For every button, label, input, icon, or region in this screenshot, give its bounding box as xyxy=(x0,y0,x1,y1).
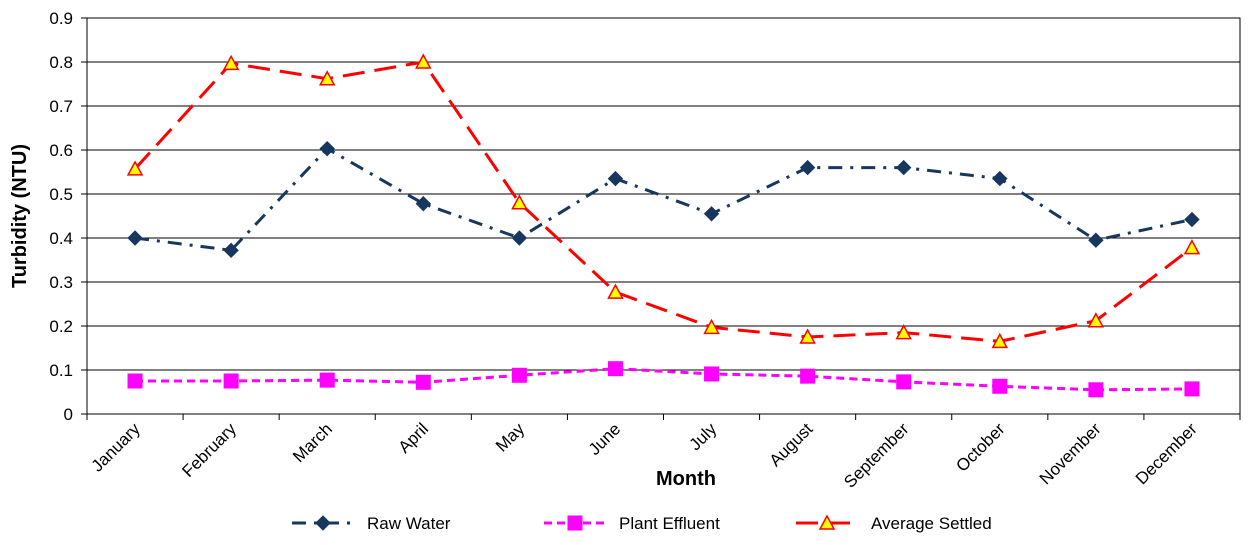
y-tick-label: 0.7 xyxy=(49,97,73,116)
legend-label: Plant Effluent xyxy=(619,514,720,533)
x-tick-label: October xyxy=(952,419,1008,475)
x-tick-label: May xyxy=(492,419,528,455)
y-tick-label: 0.5 xyxy=(49,185,73,204)
x-tick-label: February xyxy=(178,419,240,481)
marker xyxy=(896,374,912,390)
marker xyxy=(992,378,1008,394)
legend-label: Average Settled xyxy=(871,514,992,533)
marker xyxy=(703,206,720,222)
marker xyxy=(127,230,143,246)
marker xyxy=(415,53,432,69)
marker xyxy=(799,159,816,176)
marker xyxy=(1184,211,1200,228)
series-line xyxy=(134,146,1193,252)
marker xyxy=(511,230,528,246)
marker xyxy=(415,374,431,390)
marker xyxy=(818,514,836,530)
marker xyxy=(704,366,720,382)
marker xyxy=(799,328,816,344)
x-tick-label: August xyxy=(766,419,817,470)
marker xyxy=(567,515,583,531)
x-tick-label: December xyxy=(1132,419,1201,488)
marker xyxy=(511,194,528,210)
marker xyxy=(895,324,912,340)
x-tick-label: June xyxy=(585,419,625,459)
marker xyxy=(319,372,335,388)
x-tick-label: July xyxy=(686,419,721,454)
marker xyxy=(415,195,431,212)
marker xyxy=(318,70,336,86)
y-tick-label: 0.9 xyxy=(49,9,73,28)
marker xyxy=(319,140,335,157)
series-line xyxy=(133,60,1193,343)
marker xyxy=(511,367,527,383)
marker xyxy=(607,283,624,299)
marker xyxy=(126,160,144,176)
y-axis-title: Turbidity (NTU) xyxy=(9,144,31,288)
marker xyxy=(607,170,624,187)
y-tick-label: 0.4 xyxy=(49,229,73,248)
marker xyxy=(223,242,239,259)
x-tick-label: March xyxy=(289,419,336,466)
marker xyxy=(1184,381,1200,397)
y-tick-label: 0.2 xyxy=(49,317,73,336)
x-axis-title: Month xyxy=(656,468,716,490)
x-tick-label: September xyxy=(840,419,912,491)
x-tick-label: April xyxy=(395,419,432,456)
y-tick-label: 0.3 xyxy=(49,273,73,292)
y-tick-label: 0.1 xyxy=(49,361,73,380)
marker xyxy=(127,373,143,389)
marker xyxy=(896,159,912,176)
marker xyxy=(992,170,1008,187)
y-tick-label: 0.6 xyxy=(49,141,73,160)
series-line xyxy=(135,367,1192,392)
plot-border xyxy=(86,17,1241,415)
series xyxy=(126,53,1201,349)
y-tick-label: 0.8 xyxy=(49,53,73,72)
marker xyxy=(1088,232,1104,248)
marker xyxy=(607,361,623,377)
x-tick-label: November xyxy=(1036,419,1105,488)
series xyxy=(127,140,1200,259)
marker xyxy=(223,373,239,389)
x-tick-label: January xyxy=(88,419,145,476)
marker xyxy=(1183,239,1201,255)
marker xyxy=(1087,312,1105,328)
marker xyxy=(315,515,331,531)
marker xyxy=(800,368,816,384)
marker xyxy=(1088,382,1104,398)
y-tick-label: 0 xyxy=(64,405,73,424)
legend-label: Raw Water xyxy=(367,514,451,533)
series xyxy=(127,361,1200,398)
marker xyxy=(222,54,240,71)
marker xyxy=(703,318,720,335)
marker xyxy=(991,332,1009,349)
